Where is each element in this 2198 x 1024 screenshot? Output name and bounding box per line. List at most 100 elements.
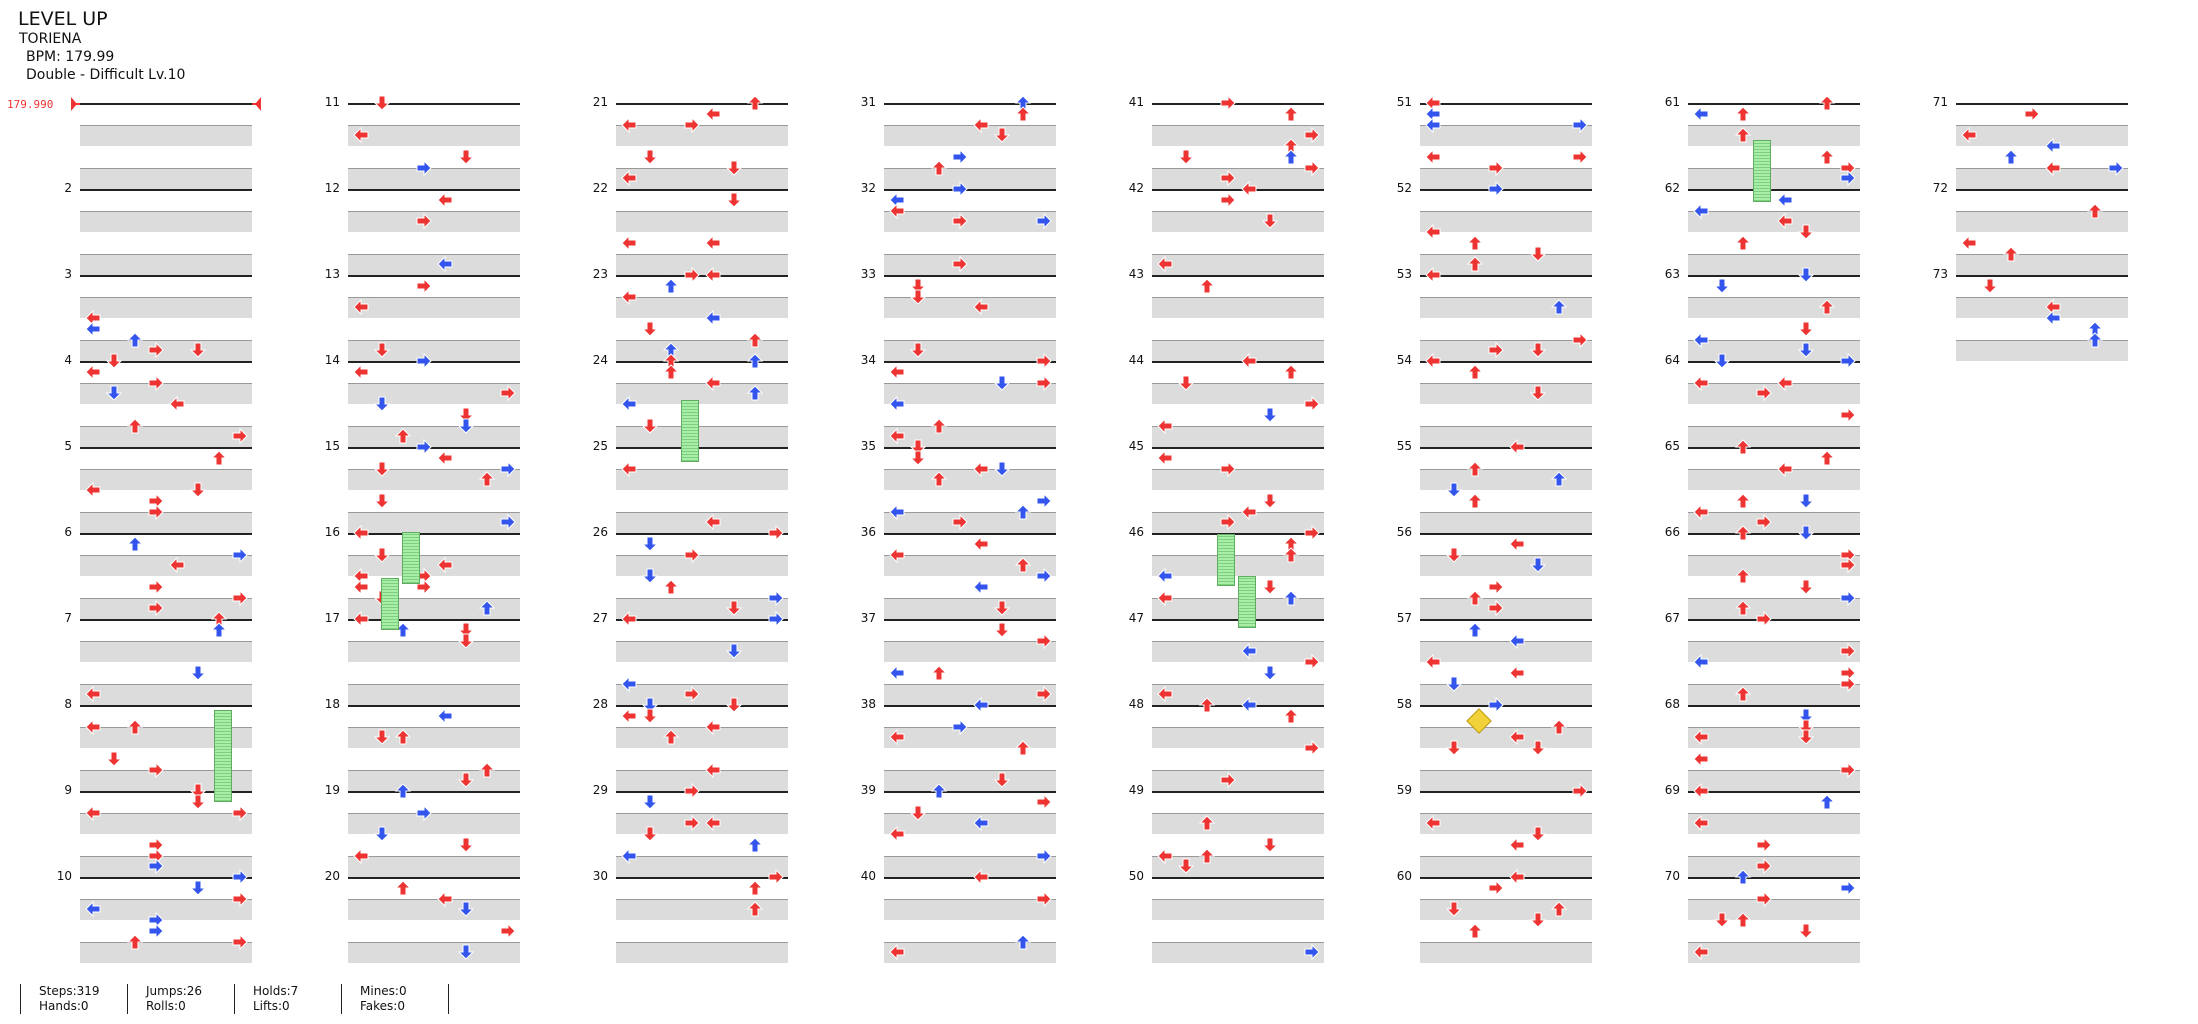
measure-line [1152,447,1324,449]
measure-number: 2 [64,181,72,195]
beat-band [348,253,520,275]
measure-line [616,103,788,105]
beat-band [884,855,1056,877]
measure-number: 60 [1396,869,1412,883]
measure-line [616,877,788,879]
beat-band [884,124,1056,146]
arrow-right-icon [767,589,785,607]
arrow-down-icon [993,374,1011,392]
beat-band [80,855,252,877]
stat-hands: Hands:0 [39,999,89,1013]
measure-line [348,791,520,793]
beat-band [1420,726,1592,748]
measure-number: 22 [592,181,608,195]
arrow-down-icon [1797,341,1815,359]
arrow-down-icon [993,460,1011,478]
arrow-left-icon [1240,352,1258,370]
arrow-left-icon [1508,664,1526,682]
beat-band [348,124,520,146]
beat-band [348,726,520,748]
measure-line [1420,275,1592,277]
beat-band [884,769,1056,791]
arrow-right-icon [415,438,433,456]
arrow-right-icon [231,546,249,564]
arrow-left-icon [2044,159,2062,177]
arrow-left-icon [352,298,370,316]
beat-band [1956,253,2128,275]
arrow-left-icon [1156,417,1174,435]
arrow-right-icon [1487,696,1505,714]
arrow-up-icon [930,470,948,488]
beat-band [80,296,252,318]
arrow-left-icon [620,116,638,134]
arrow-left-icon [1692,814,1710,832]
arrow-left-icon [704,718,722,736]
beat-band [1152,253,1324,275]
arrow-up-icon [126,331,144,349]
measure-number: 40 [860,869,876,883]
beat-band [1420,855,1592,877]
stat-rolls: Rolls:0 [146,999,186,1013]
arrow-left-icon [1776,212,1794,230]
arrow-left-icon [436,449,454,467]
beat-band [348,769,520,791]
arrow-down-icon [725,159,743,177]
arrow-right-icon [767,610,785,628]
arrow-down-icon [725,642,743,660]
beat-band [616,941,788,963]
measure-line [1688,791,1860,793]
measure-line [1420,705,1592,707]
arrow-down-icon [1797,266,1815,284]
arrow-up-icon [746,384,764,402]
measure-line [1152,877,1324,879]
beat-band [1956,296,2128,318]
beat-band [80,683,252,705]
beat-band [884,167,1056,189]
arrow-left-icon [972,696,990,714]
arrow-down-icon [641,320,659,338]
arrow-right-icon [683,782,701,800]
arrow-up-icon [1550,298,1568,316]
measure-number: 50 [1128,869,1144,883]
arrow-down-icon [1797,223,1815,241]
beat-band [616,339,788,361]
arrow-down-icon [373,94,391,112]
arrow-up-icon [126,933,144,951]
beat-band [1420,124,1592,146]
beat-band [1420,769,1592,791]
measure-line [1956,103,2128,105]
arrow-down-icon [1445,675,1463,693]
arrow-up-icon [1734,911,1752,929]
arrow-left-icon [888,363,906,381]
arrow-right-icon [1303,126,1321,144]
arrow-right-icon [1839,879,1857,897]
arrow-down-icon [1445,546,1463,564]
arrow-up-icon [1734,567,1752,585]
arrow-right-icon [683,546,701,564]
arrow-left-icon [1424,223,1442,241]
beat-band [1152,769,1324,791]
beat-band [1956,339,2128,361]
arrow-left-icon [1508,868,1526,886]
arrow-up-icon [662,728,680,746]
measure-line [1688,189,1860,191]
beat-band [884,640,1056,662]
beat-band [348,855,520,877]
measure-line [616,533,788,535]
arrow-right-icon [1219,191,1237,209]
arrow-left-icon [620,610,638,628]
arrow-down-icon [725,696,743,714]
beat-band [884,554,1056,576]
arrow-right-icon [1571,116,1589,134]
arrow-right-icon [951,255,969,273]
measure-line [1420,447,1592,449]
measure-line [348,275,520,277]
measure-number: 43 [1128,267,1144,281]
beat-band [884,597,1056,619]
arrow-down-icon [993,771,1011,789]
arrow-right-icon [1487,599,1505,617]
arrow-right-icon [1035,890,1053,908]
arrow-up-icon [478,470,496,488]
arrow-down-icon [909,804,927,822]
arrow-right-icon [1839,642,1857,660]
